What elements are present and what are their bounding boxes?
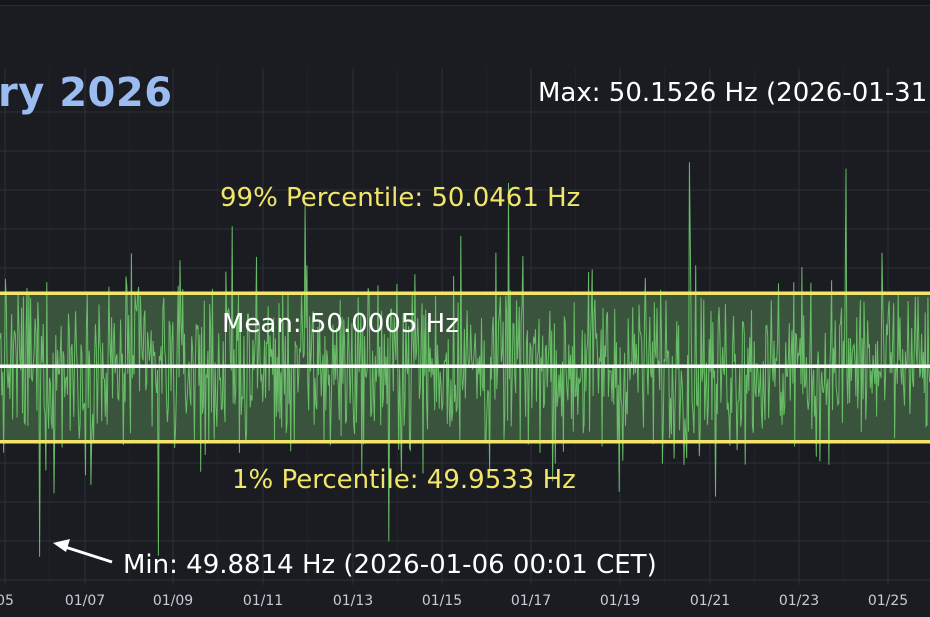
- x-tick-label: 01/21: [690, 593, 730, 609]
- min-arrow-line: [61, 544, 113, 564]
- x-tick-label: 01/25: [868, 593, 908, 609]
- mean-annotation: Mean: 50.0005 Hz: [222, 309, 459, 339]
- series-line: [0, 162, 930, 557]
- x-tick-label: 01/07: [65, 593, 105, 609]
- p1-annotation: 1% Percentile: 49.9533 Hz: [232, 465, 576, 495]
- min-arrow-head: [53, 539, 70, 552]
- min-annotation: Min: 49.8814 Hz (2026-01-06 00:01 CET): [123, 550, 657, 580]
- x-tick-label: 01/13: [333, 593, 373, 609]
- p99-annotation: 99% Percentile: 50.0461 Hz: [220, 183, 581, 213]
- x-tick-label: 01/23: [779, 593, 819, 609]
- x-tick-label: 05: [0, 593, 14, 609]
- x-tick-label: 01/09: [153, 593, 193, 609]
- chart-title: ry 2026: [0, 70, 173, 116]
- window-top-bar: [0, 0, 930, 6]
- x-tick-label: 01/15: [422, 593, 462, 609]
- x-tick-label: 01/19: [600, 593, 640, 609]
- x-tick-label: 01/11: [243, 593, 283, 609]
- max-annotation: Max: 50.1526 Hz (2026-01-31: [538, 78, 928, 108]
- x-tick-label: 01/17: [511, 593, 551, 609]
